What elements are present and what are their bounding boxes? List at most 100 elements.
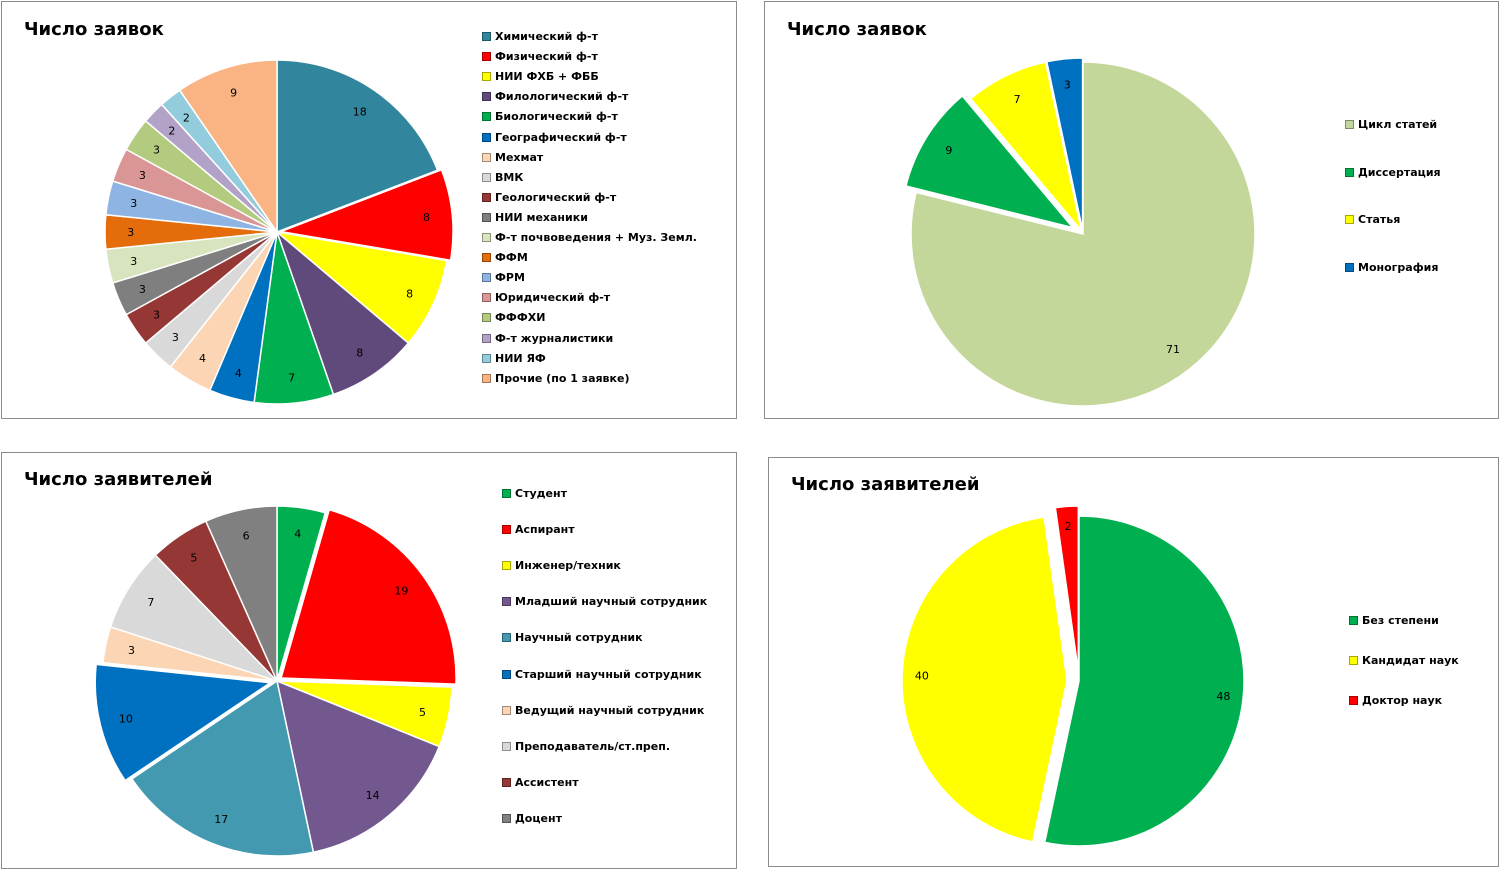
legend-label: Кандидат наук — [1362, 654, 1459, 667]
legend-label: Инженер/техник — [515, 559, 621, 573]
legend-label: Аспирант — [515, 523, 575, 537]
legend-label: Филологический ф-т — [495, 90, 629, 104]
legend-item-монография: Монография — [1345, 261, 1438, 274]
legend-item-кандидат-наук: Кандидат наук — [1349, 654, 1459, 667]
legend-swatch — [482, 152, 491, 162]
pie-slice-доктор-наук — [1054, 505, 1080, 672]
pie-slice-химический-ф-т — [276, 59, 439, 234]
pie-slice-монография — [1045, 57, 1084, 231]
legend-item-географический-ф-т: Географический ф-т — [482, 131, 627, 144]
legend-label: НИИ ЯФ — [495, 351, 546, 365]
legend-item-биологический-ф-т: Биологический ф-т — [482, 110, 618, 123]
data-label-ассистент: 5 — [190, 552, 197, 565]
data-label-статья: 7 — [1014, 93, 1021, 106]
legend-swatch — [482, 72, 491, 82]
legend-swatch — [482, 192, 491, 202]
data-label-географический-ф-т: 4 — [235, 367, 242, 380]
pie-slice-без-степени — [1043, 515, 1245, 847]
legend-item-цикл-статей: Цикл статей — [1345, 118, 1437, 131]
data-label-биологический-ф-т: 7 — [288, 371, 295, 384]
legend-label: Геологический ф-т — [495, 190, 617, 204]
legend-item-младший-научный-сотрудник: Младший научный сотрудник — [502, 595, 707, 608]
legend-item-студент: Студент — [502, 487, 567, 500]
legend-item-нии-механики: НИИ механики — [482, 211, 588, 224]
legend-item-ф-т-журналистики: Ф-т журналистики — [482, 332, 613, 345]
legend-label: Преподаватель/ст.преп. — [515, 739, 671, 753]
chart-title: Число заявок — [787, 19, 927, 40]
pie-slice-прочие-по-1-заявке — [178, 59, 278, 235]
data-label-без-степени: 48 — [1216, 690, 1230, 703]
data-label-ффм: 3 — [127, 226, 134, 239]
legend-label: Доктор наук — [1362, 694, 1443, 707]
data-label-доктор-наук: 2 — [1065, 520, 1072, 533]
legend-item-ффм: ФФМ — [482, 251, 528, 264]
pie-slice-цикл-статей — [910, 61, 1256, 407]
legend-item-нии-яф: НИИ ЯФ — [482, 352, 546, 365]
legend-swatch — [502, 741, 511, 751]
legend-label: Научный сотрудник — [515, 631, 643, 645]
chart-panel-applicants-by-degree: 48 40 2 Число заявителей Без степени Кандид… — [768, 457, 1499, 867]
legend-label: ФРМ — [495, 271, 525, 285]
pie-slice-филологический-ф-т — [275, 229, 410, 396]
legend-item-инженер-техник: Инженер/техник — [502, 559, 621, 572]
legend-swatch — [482, 273, 491, 283]
legend-item-химический-ф-т: Химический ф-т — [482, 30, 598, 43]
legend-label: Ведущий научный сотрудник — [515, 703, 705, 717]
data-label-вмк: 3 — [172, 331, 179, 344]
legend-swatch — [482, 253, 491, 263]
legend-swatch — [1345, 120, 1354, 129]
data-label-монография: 3 — [1064, 79, 1071, 92]
legend-swatch — [482, 172, 491, 182]
legend-item-доктор-наук: Доктор наук — [1349, 694, 1442, 707]
legend-swatch — [482, 32, 491, 41]
legend-label: Ф-т журналистики — [495, 331, 614, 345]
legend-item-ф-т-почвоведения-муз-земл: Ф-т почвоведения + Муз. Земл. — [482, 231, 697, 244]
legend-item-филологический-ф-т: Филологический ф-т — [482, 90, 628, 103]
pie-slice-диссертация — [905, 94, 1075, 229]
legend-swatch — [482, 92, 491, 102]
legend-label: Старший научный сотрудник — [515, 667, 702, 681]
data-label-фрм: 3 — [130, 197, 137, 210]
legend-label: Географический ф-т — [495, 130, 627, 144]
legend-swatch — [1345, 167, 1354, 177]
legend-item-ведущий-научный-сотрудник: Ведущий научный сотрудник — [502, 704, 704, 717]
legend-label: НИИ механики — [495, 210, 588, 224]
chart-panel-applicants-by-position: 4 19 5 14 17 10 3 7 5 6 Число заявителей Студент А… — [1, 452, 737, 869]
data-label-физический-ф-т: 8 — [423, 211, 430, 224]
legend-item-научный-сотрудник: Научный сотрудник — [502, 631, 643, 644]
legend-item-преподаватель-ст-преп: Преподаватель/ст.преп. — [502, 740, 670, 753]
data-label-младший-научный-сотрудник: 14 — [366, 789, 380, 802]
legend-item-вмк: ВМК — [482, 171, 523, 184]
pie-slice-доцент — [204, 505, 278, 682]
data-label-доцент: 6 — [243, 530, 250, 543]
legend-swatch — [502, 705, 511, 715]
legend-swatch — [482, 353, 491, 363]
legend-swatch — [1349, 616, 1358, 625]
data-label-химический-ф-т: 18 — [353, 105, 367, 118]
pie-chart-applicants-by-degree: 48 40 2 — [901, 505, 1245, 847]
data-label-диссертация: 9 — [945, 144, 952, 157]
pie-slice-младший-научный-сотрудник — [275, 679, 441, 854]
data-label-юридический-ф-т: 3 — [139, 169, 146, 182]
chart-title: Число заявителей — [24, 469, 213, 490]
legend-label: Диссертация — [1358, 165, 1441, 179]
data-label-филологический-ф-т: 8 — [356, 347, 363, 360]
legend-item-статья: Статья — [1345, 213, 1400, 226]
legend-label: ФФФХИ — [495, 311, 546, 325]
legend-label: Монография — [1358, 261, 1439, 275]
pie-slice-аспирант — [280, 508, 457, 685]
legend-swatch — [1349, 656, 1358, 665]
pie-slice-кандидат-наук — [901, 516, 1068, 843]
pie-chart-applications-by-type: 71 9 7 3 — [905, 57, 1256, 407]
data-label-аспирант: 19 — [394, 585, 408, 598]
legend-swatch — [502, 525, 511, 535]
legend-label: Младший научный сотрудник — [515, 595, 708, 609]
data-label-мехмат: 4 — [199, 352, 206, 365]
data-label-старший-научный-сотрудник: 10 — [119, 713, 133, 726]
legend-item-диссертация: Диссертация — [1345, 166, 1441, 179]
legend-item-юридический-ф-т: Юридический ф-т — [482, 291, 610, 304]
legend-swatch — [482, 52, 491, 62]
data-label-нии-фхб-фбб: 8 — [406, 288, 413, 301]
data-label-преподаватель-ст-преп: 7 — [147, 596, 154, 609]
